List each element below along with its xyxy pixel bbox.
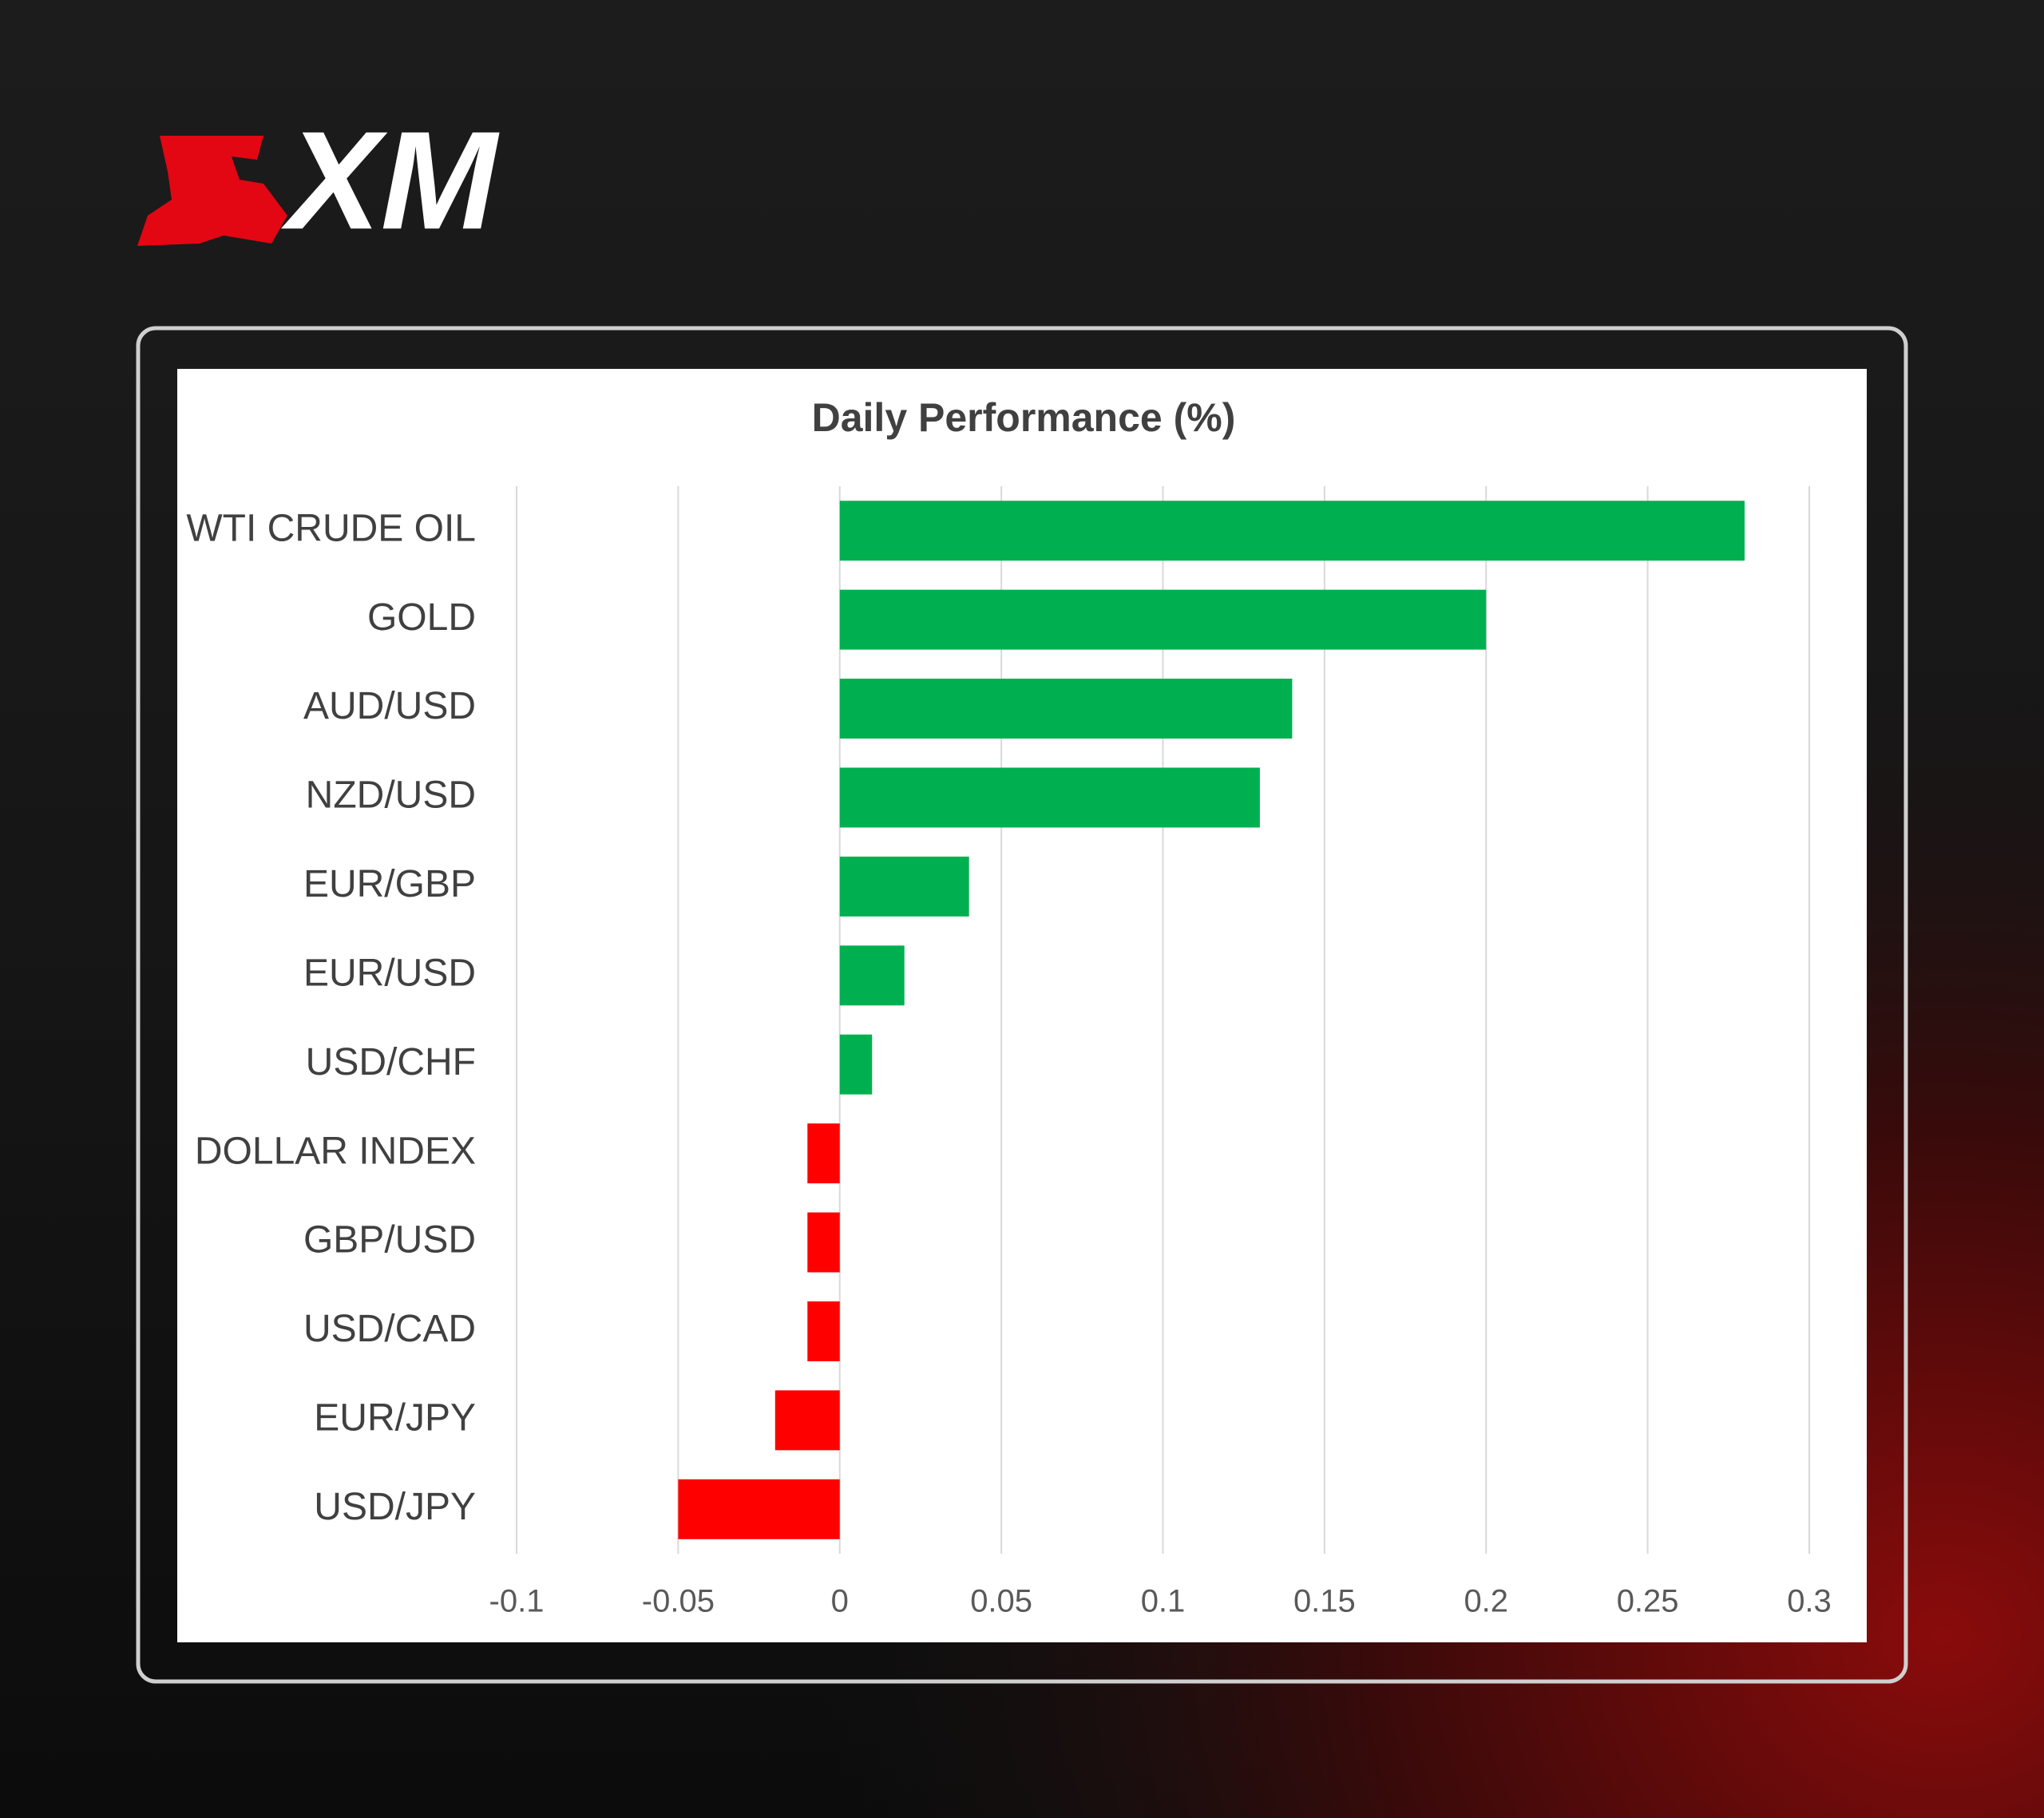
y-tick-label: EUR/GBP xyxy=(303,863,476,905)
y-tick-label: GOLD xyxy=(367,596,476,639)
y-tick-label: USD/CAD xyxy=(303,1308,476,1350)
x-tick-label: 0.2 xyxy=(1464,1584,1508,1619)
bar xyxy=(807,1123,840,1184)
bar xyxy=(839,856,969,917)
y-tick-label: NZD/USD xyxy=(306,774,476,817)
bar xyxy=(839,767,1260,828)
logo: XM xyxy=(137,103,500,259)
y-tick-label: EUR/JPY xyxy=(314,1397,476,1440)
y-tick-label: GBP/USD xyxy=(303,1219,476,1262)
y-tick-label: WTI CRUDE OIL xyxy=(186,507,476,549)
frame xyxy=(136,326,1908,1684)
bar xyxy=(807,1301,840,1361)
y-tick-label: AUD/USD xyxy=(303,685,476,727)
x-tick-label: 0.1 xyxy=(1141,1584,1186,1619)
x-tick-label: 0 xyxy=(831,1584,849,1619)
logo-text: XM xyxy=(280,103,500,259)
bar xyxy=(839,679,1293,739)
bar xyxy=(839,501,1745,561)
bar xyxy=(839,1034,873,1095)
plot-area: -0.1 -0.05 0 0.05 0.1 0.15 0.2 0.25 0.3 WTI CRUDE… xyxy=(186,486,1832,1619)
bar xyxy=(807,1212,840,1273)
bar xyxy=(678,1479,840,1539)
bar xyxy=(839,589,1487,650)
x-tick-label: 0.05 xyxy=(970,1584,1032,1619)
chart-title: Daily Performance (%) xyxy=(812,395,1236,440)
x-tick-label: -0.05 xyxy=(642,1584,715,1619)
bar xyxy=(839,945,905,1006)
x-tick-label: -0.1 xyxy=(489,1584,545,1619)
y-tick-label: USD/JPY xyxy=(314,1486,476,1528)
y-tick-label: EUR/USD xyxy=(303,952,476,994)
y-tick-label: DOLLAR INDEX xyxy=(195,1130,476,1172)
x-tick-label: 0.25 xyxy=(1617,1584,1679,1619)
x-tick-label: 0.3 xyxy=(1787,1584,1832,1619)
plot-panel xyxy=(177,369,1867,1642)
bar xyxy=(774,1390,840,1451)
x-tick-label: 0.15 xyxy=(1293,1584,1356,1619)
y-tick-label: USD/CHF xyxy=(306,1041,476,1083)
logo-icon xyxy=(137,136,287,246)
